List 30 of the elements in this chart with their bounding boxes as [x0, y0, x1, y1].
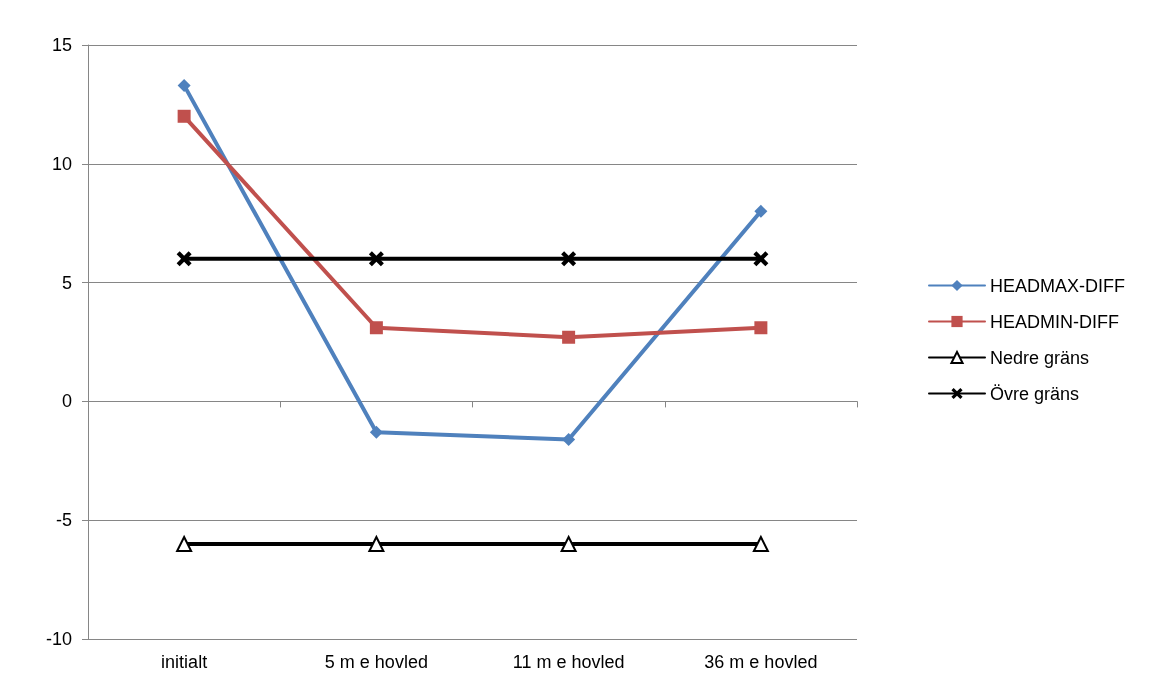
point — [368, 535, 385, 552]
point — [561, 251, 577, 267]
y-tick-label: -5 — [55, 510, 72, 531]
legend-label: Nedre gräns — [990, 347, 1090, 368]
point — [176, 535, 193, 552]
point — [177, 78, 191, 92]
x-tick-label: 11 m e hovled — [512, 652, 625, 672]
y-tick-label: 5 — [61, 272, 72, 293]
point — [562, 432, 576, 446]
point — [369, 321, 383, 335]
point — [752, 535, 769, 552]
y-tick-label: -10 — [45, 629, 72, 649]
point — [753, 251, 769, 267]
legend-label: HEADMAX-DIFF — [990, 275, 1125, 296]
point — [176, 251, 192, 267]
point — [754, 321, 768, 335]
legend-label: HEADMIN-DIFF — [990, 311, 1119, 332]
y-tick-label: 10 — [51, 153, 72, 174]
x-tick-label: 5 m e hovled — [324, 652, 428, 672]
y-tick-label: 15 — [51, 35, 72, 55]
point — [562, 330, 576, 344]
point — [754, 204, 768, 218]
point — [368, 251, 384, 267]
y-tick-label: 0 — [61, 391, 72, 412]
point — [560, 535, 577, 552]
x-tick-label: initialt — [161, 652, 208, 672]
point — [177, 109, 191, 123]
legend-label: Övre gräns — [990, 383, 1080, 404]
point — [369, 425, 383, 439]
x-tick-label: 36 m e hovled — [704, 652, 818, 672]
